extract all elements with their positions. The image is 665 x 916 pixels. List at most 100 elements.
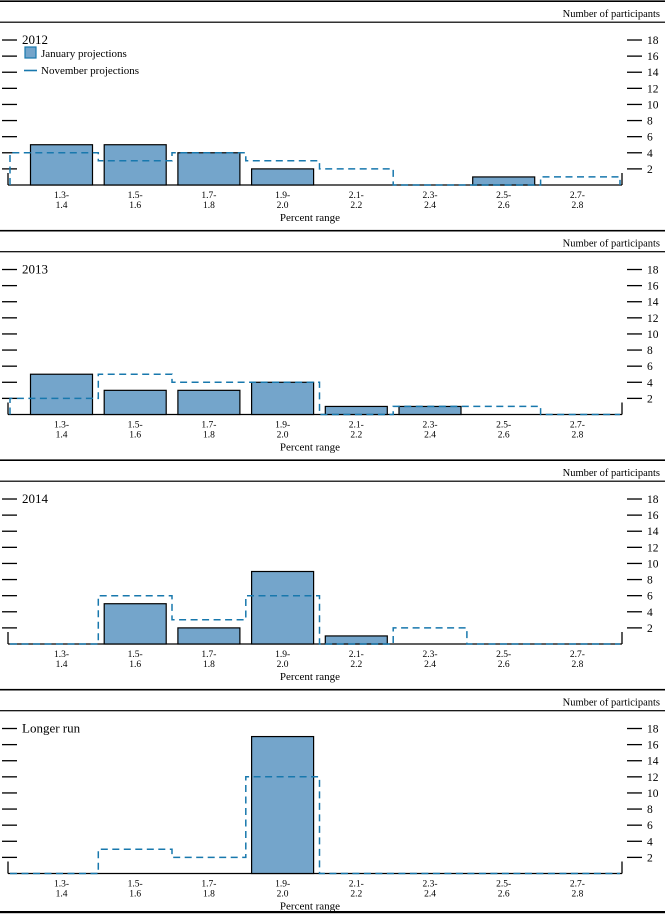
right-tick-label-6: 6 bbox=[647, 132, 653, 144]
category-label-top-1.9-2.0: 1.9- bbox=[275, 650, 290, 660]
bar-january-2.1-2.2 bbox=[324, 405, 388, 416]
right-axis-title: Number of participants bbox=[563, 698, 660, 709]
category-label-bottom-1.9-2.0: 2.0 bbox=[277, 201, 289, 211]
category-label-bottom-2.7-2.8: 2.8 bbox=[571, 201, 583, 211]
bar-january-1.3-1.4 bbox=[29, 373, 94, 416]
category-label-bottom-1.5-1.6: 1.6 bbox=[129, 660, 141, 670]
right-tick-label-16: 16 bbox=[647, 51, 659, 63]
category-label-bottom-2.3-2.4: 2.4 bbox=[424, 201, 436, 211]
bar-january-1.7-1.8 bbox=[177, 152, 241, 186]
category-label-bottom-2.3-2.4: 2.4 bbox=[424, 890, 436, 900]
category-label-bottom-2.5-2.6: 2.6 bbox=[498, 431, 510, 441]
bar-january-1.9-2.0 bbox=[251, 735, 315, 875]
header-rule bbox=[0, 251, 665, 253]
right-tick-label-8: 8 bbox=[647, 575, 653, 587]
category-label-bottom-1.3-1.4: 1.4 bbox=[56, 431, 68, 441]
panel-title: 2013 bbox=[22, 262, 48, 277]
category-label-bottom-1.9-2.0: 2.0 bbox=[277, 431, 289, 441]
right-axis-title: Number of participants bbox=[563, 468, 660, 479]
category-label-bottom-1.7-1.8: 1.8 bbox=[203, 660, 215, 670]
right-tick-label-16: 16 bbox=[647, 510, 659, 522]
right-tick-label-6: 6 bbox=[647, 820, 653, 832]
bar-january-2.5-2.6 bbox=[472, 176, 536, 186]
category-label-bottom-2.5-2.6: 2.6 bbox=[498, 660, 510, 670]
legend-january-swatch bbox=[24, 46, 37, 59]
right-tick-label-10: 10 bbox=[647, 558, 659, 570]
category-label-top-2.1-2.2: 2.1- bbox=[349, 191, 364, 201]
right-tick-label-14: 14 bbox=[647, 297, 659, 309]
category-label-bottom-2.1-2.2: 2.2 bbox=[350, 431, 362, 441]
panel-top-rule bbox=[0, 688, 665, 691]
right-tick-label-4: 4 bbox=[647, 377, 653, 389]
bar-january-2.3-2.4 bbox=[398, 405, 462, 416]
category-label-bottom-2.1-2.2: 2.2 bbox=[350, 660, 362, 670]
category-label-top-2.5-2.6: 2.5- bbox=[496, 191, 511, 201]
right-tick-label-12: 12 bbox=[647, 772, 659, 784]
right-tick-label-8: 8 bbox=[647, 345, 653, 357]
category-label-bottom-1.3-1.4: 1.4 bbox=[56, 660, 68, 670]
category-label-top-1.9-2.0: 1.9- bbox=[275, 191, 290, 201]
category-label-top-1.7-1.8: 1.7- bbox=[201, 650, 216, 660]
right-tick-label-10: 10 bbox=[647, 788, 659, 800]
right-tick-label-12: 12 bbox=[647, 83, 659, 95]
right-tick-label-12: 12 bbox=[647, 542, 659, 554]
category-label-top-2.5-2.6: 2.5- bbox=[496, 421, 511, 431]
right-tick-label-16: 16 bbox=[647, 281, 659, 293]
november-step-outline bbox=[9, 152, 621, 186]
bar-january-1.7-1.8 bbox=[177, 389, 241, 416]
category-label-top-2.5-2.6: 2.5- bbox=[496, 880, 511, 890]
bar-january-1.5-1.6 bbox=[103, 144, 167, 186]
category-label-top-1.3-1.4: 1.3- bbox=[54, 650, 69, 660]
right-tick-label-2: 2 bbox=[647, 852, 653, 864]
category-label-bottom-1.5-1.6: 1.6 bbox=[129, 890, 141, 900]
right-axis-title: Number of participants bbox=[563, 9, 660, 20]
category-label-top-1.3-1.4: 1.3- bbox=[54, 880, 69, 890]
bar-january-1.9-2.0 bbox=[251, 168, 315, 186]
category-label-top-1.9-2.0: 1.9- bbox=[275, 880, 290, 890]
header-rule bbox=[0, 710, 665, 712]
category-label-bottom-1.7-1.8: 1.8 bbox=[203, 201, 215, 211]
category-label-bottom-1.5-1.6: 1.6 bbox=[129, 201, 141, 211]
header-rule bbox=[0, 21, 665, 23]
x-axis-title: Percent range bbox=[280, 901, 340, 913]
right-tick-label-2: 2 bbox=[647, 164, 653, 176]
category-label-bottom-2.5-2.6: 2.6 bbox=[498, 890, 510, 900]
right-tick-label-2: 2 bbox=[647, 623, 653, 635]
category-label-bottom-2.7-2.8: 2.8 bbox=[571, 890, 583, 900]
right-tick-label-10: 10 bbox=[647, 329, 659, 341]
right-tick-label-14: 14 bbox=[647, 756, 659, 768]
november-step-outline bbox=[10, 776, 620, 875]
panel-top-rule bbox=[0, 0, 665, 2]
bar-january-1.9-2.0 bbox=[251, 570, 315, 645]
category-label-bottom-1.9-2.0: 2.0 bbox=[277, 660, 289, 670]
right-tick-label-6: 6 bbox=[647, 361, 653, 373]
right-tick-label-2: 2 bbox=[647, 393, 653, 405]
category-label-bottom-2.7-2.8: 2.8 bbox=[571, 660, 583, 670]
right-tick-label-4: 4 bbox=[647, 148, 653, 160]
x-axis-title: Percent range bbox=[280, 671, 340, 683]
right-tick-label-18: 18 bbox=[647, 265, 659, 277]
category-label-bottom-1.7-1.8: 1.8 bbox=[203, 431, 215, 441]
right-tick-label-16: 16 bbox=[647, 740, 659, 752]
bar-january-1.3-1.4 bbox=[29, 144, 94, 186]
right-tick-label-18: 18 bbox=[647, 724, 659, 736]
category-label-top-1.7-1.8: 1.7- bbox=[201, 191, 216, 201]
category-label-bottom-1.9-2.0: 2.0 bbox=[277, 890, 289, 900]
category-label-top-1.5-1.6: 1.5- bbox=[128, 650, 143, 660]
category-label-top-1.3-1.4: 1.3- bbox=[54, 191, 69, 201]
category-label-top-2.1-2.2: 2.1- bbox=[349, 650, 364, 660]
category-label-top-2.7-2.8: 2.7- bbox=[570, 880, 585, 890]
category-label-top-2.7-2.8: 2.7- bbox=[570, 421, 585, 431]
category-label-top-2.3-2.4: 2.3- bbox=[422, 650, 437, 660]
panel-top-rule bbox=[0, 459, 665, 461]
bar-january-1.5-1.6 bbox=[103, 389, 167, 416]
page-bottom-rule bbox=[0, 911, 665, 914]
category-label-top-2.7-2.8: 2.7- bbox=[570, 650, 585, 660]
category-label-top-2.3-2.4: 2.3- bbox=[422, 880, 437, 890]
header-rule bbox=[0, 480, 665, 482]
category-label-top-2.1-2.2: 2.1- bbox=[349, 421, 364, 431]
november-step-outline bbox=[10, 594, 620, 645]
category-label-top-1.5-1.6: 1.5- bbox=[128, 421, 143, 431]
panel-title: 2012 bbox=[22, 32, 48, 47]
